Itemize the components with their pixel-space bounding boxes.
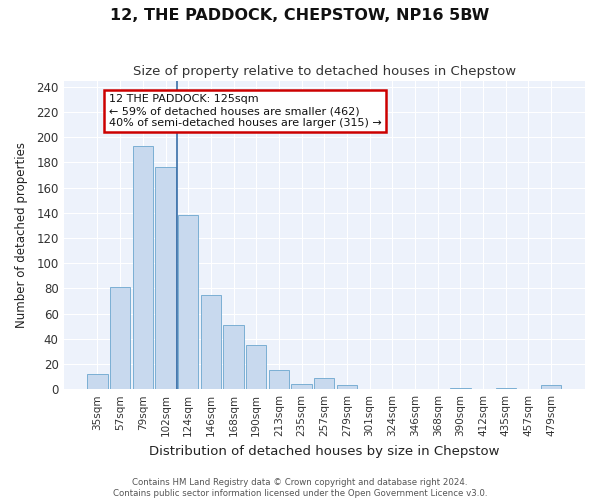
- Bar: [541, 386, 561, 389]
- Bar: [496, 388, 516, 389]
- Bar: [200, 294, 221, 389]
- Bar: [292, 384, 312, 389]
- Bar: [314, 378, 334, 389]
- Bar: [155, 168, 176, 389]
- Y-axis label: Number of detached properties: Number of detached properties: [15, 142, 28, 328]
- Text: 12 THE PADDOCK: 125sqm
← 59% of detached houses are smaller (462)
40% of semi-de: 12 THE PADDOCK: 125sqm ← 59% of detached…: [109, 94, 382, 128]
- Title: Size of property relative to detached houses in Chepstow: Size of property relative to detached ho…: [133, 65, 516, 78]
- Bar: [269, 370, 289, 389]
- Bar: [450, 388, 470, 389]
- Bar: [110, 287, 130, 389]
- Bar: [223, 325, 244, 389]
- X-axis label: Distribution of detached houses by size in Chepstow: Distribution of detached houses by size …: [149, 444, 500, 458]
- Bar: [133, 146, 153, 389]
- Bar: [246, 345, 266, 389]
- Text: Contains HM Land Registry data © Crown copyright and database right 2024.
Contai: Contains HM Land Registry data © Crown c…: [113, 478, 487, 498]
- Text: 12, THE PADDOCK, CHEPSTOW, NP16 5BW: 12, THE PADDOCK, CHEPSTOW, NP16 5BW: [110, 8, 490, 22]
- Bar: [337, 386, 357, 389]
- Bar: [178, 216, 199, 389]
- Bar: [87, 374, 107, 389]
